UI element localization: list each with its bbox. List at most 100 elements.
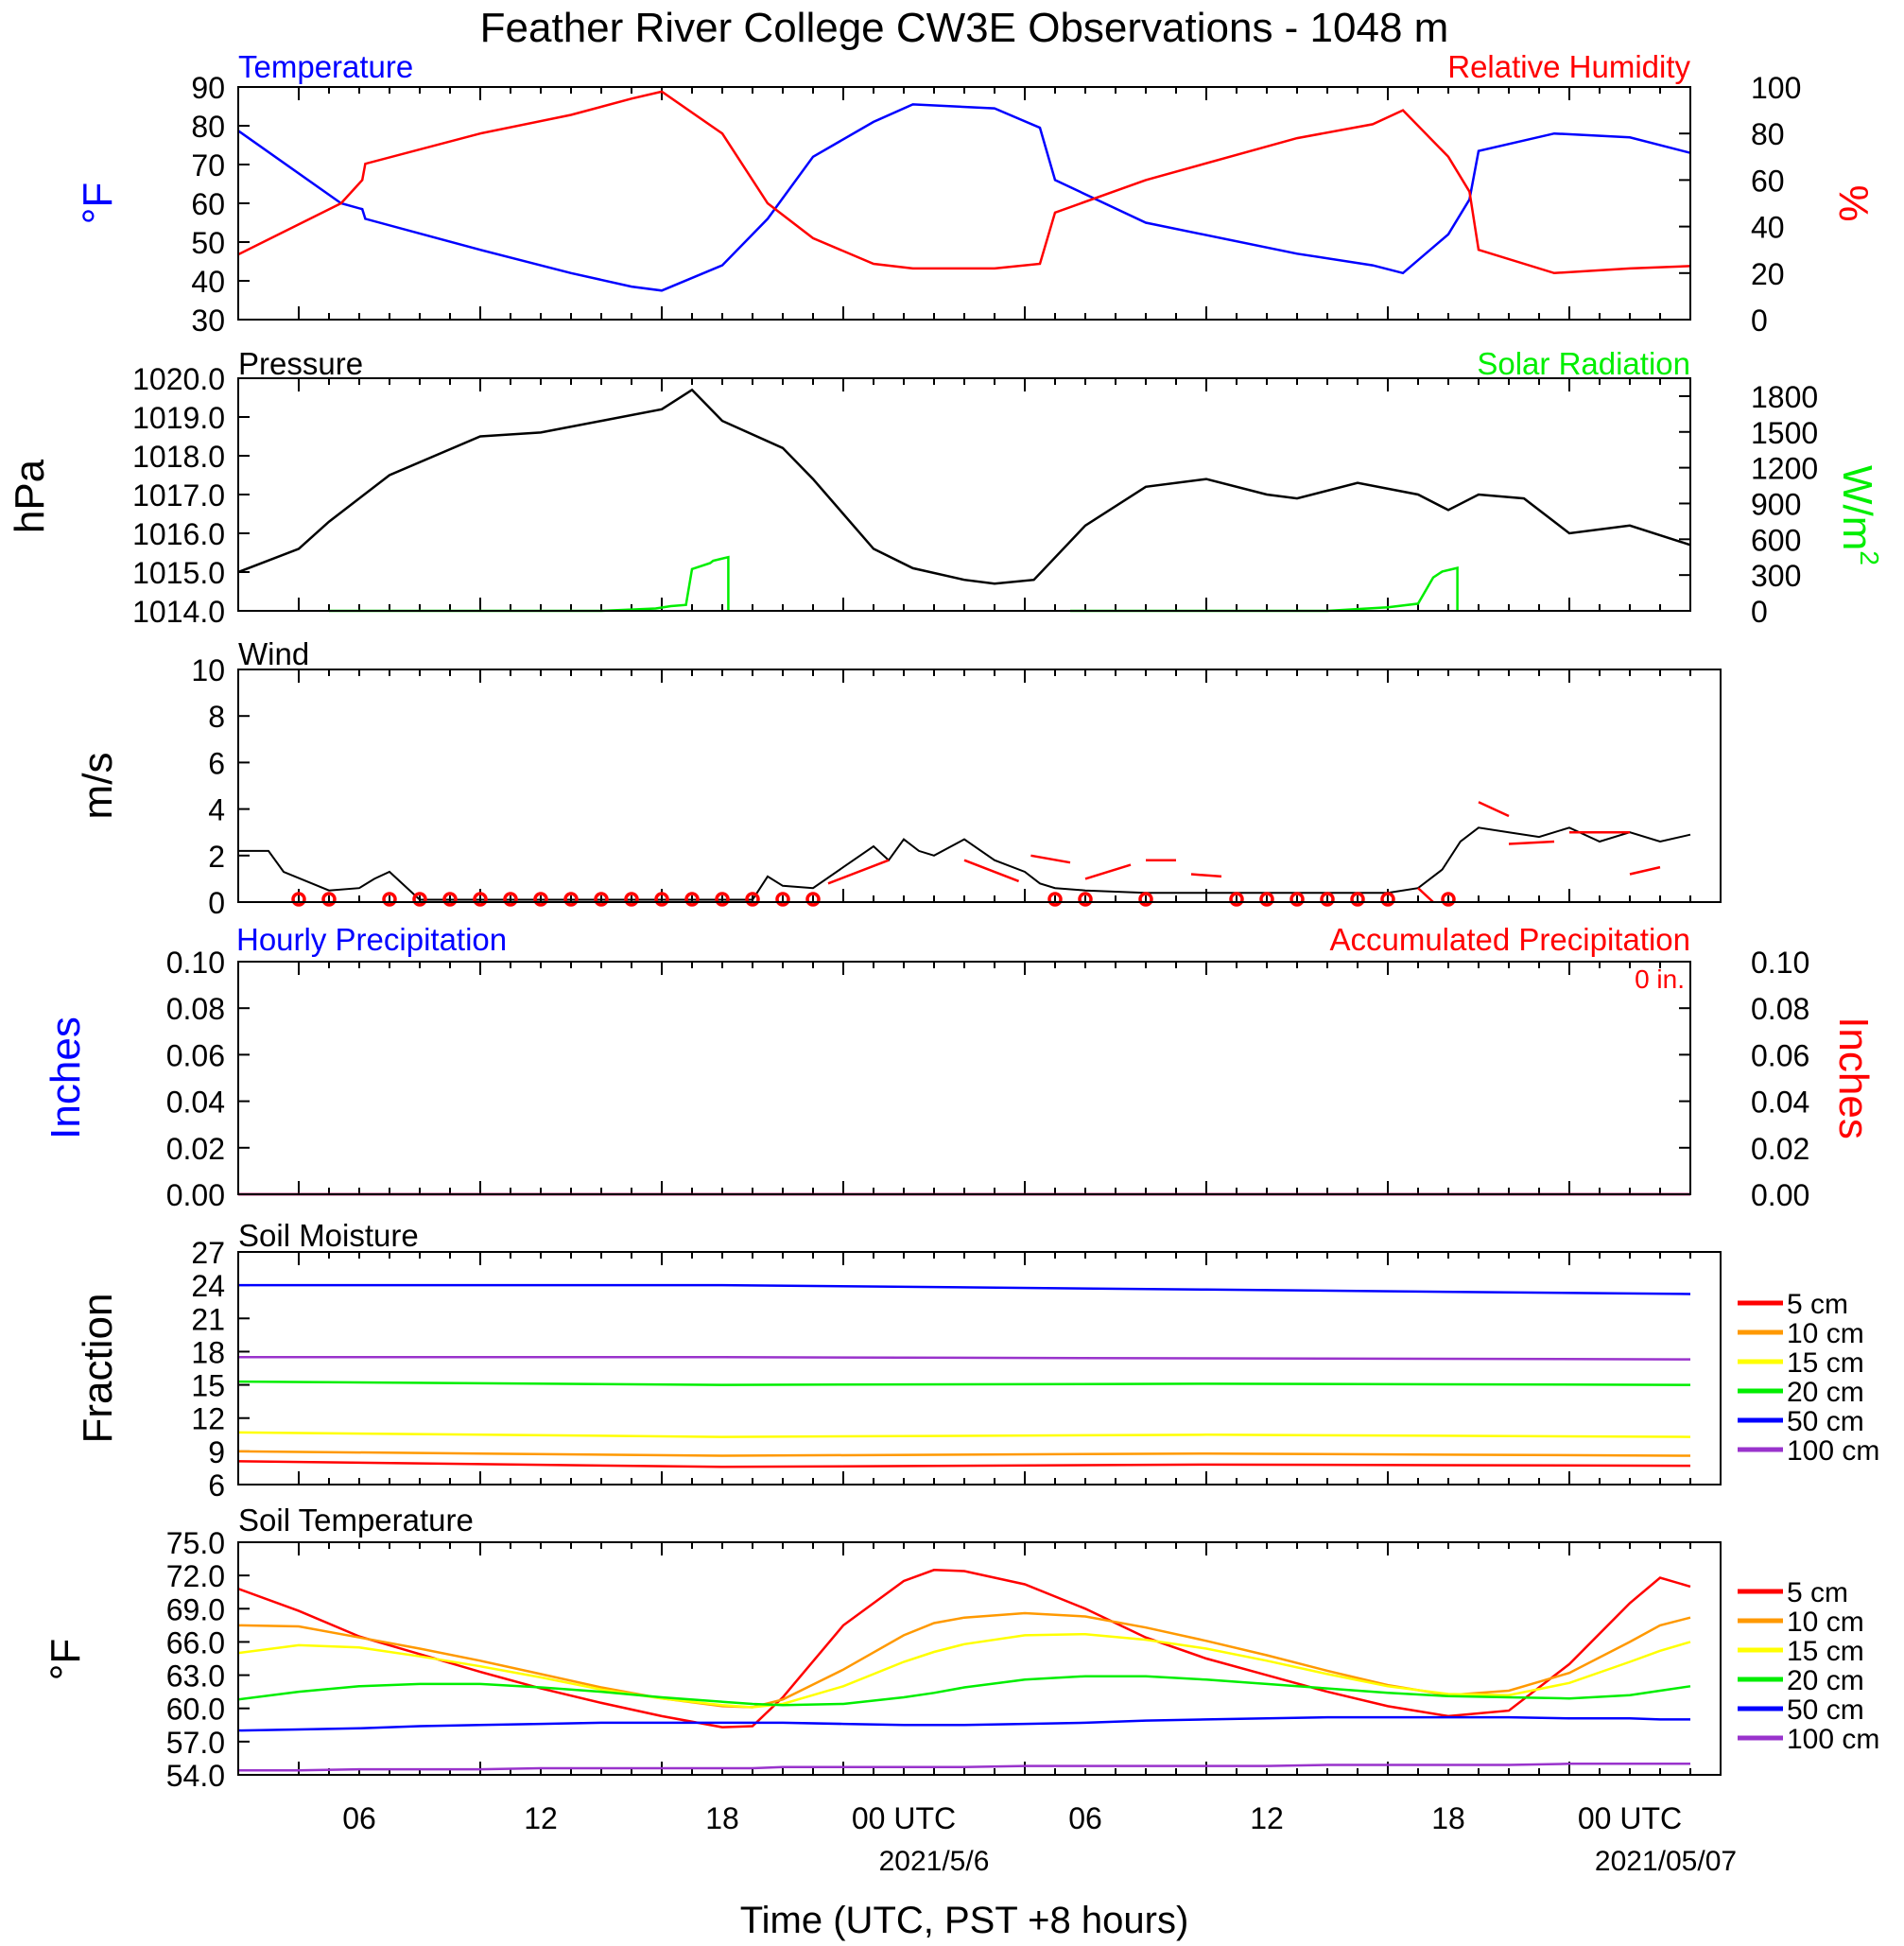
soil-temperature-line: [237, 1675, 1691, 1707]
panel3-x-ticks: [298, 669, 1691, 902]
soil-temperature-tick-label: 63.0: [166, 1659, 225, 1694]
wind-tick-label: 0: [208, 886, 225, 920]
panel1-x-ticks: [298, 87, 1691, 320]
panel4-title-right: Accumulated Precipitation: [1329, 922, 1690, 957]
soil-temperature-line: [237, 1611, 1691, 1709]
legend-label: 20 cm: [1787, 1377, 1864, 1408]
calm-marker: [412, 892, 427, 907]
wind-direction-segment: [1417, 887, 1434, 903]
panel-pressure-solar: Pressure Solar Radiation 1020.0 1019.0 101…: [7, 346, 1884, 629]
calm-marker: [563, 892, 579, 907]
calm-marker: [1229, 892, 1244, 907]
x-axis-title: Time (UTC, PST +8 hours): [740, 1900, 1189, 1941]
wind-direction-segment: [1084, 863, 1132, 880]
solar-tick-label: 0: [1751, 595, 1768, 629]
wind-direction-segment: [1030, 854, 1071, 864]
temperature-tick-label: 30: [191, 304, 225, 338]
legend-label: 50 cm: [1787, 1406, 1864, 1437]
soil-moisture-line: [238, 1283, 1691, 1295]
soil-moisture-tick-label: 15: [191, 1369, 225, 1403]
date-label-1: 2021/5/6: [879, 1846, 990, 1877]
soil-moisture-line: [237, 1450, 1691, 1457]
soil-temperature-line: [237, 1632, 1691, 1709]
panel-temperature-humidity: Temperature Relative Humidity 90 80 70 60 50…: [75, 49, 1877, 338]
wind-direction-segment: [1478, 801, 1510, 818]
precip-accum-tick-label: 0.04: [1751, 1086, 1809, 1120]
panel-soil-temperature: Soil Temperature 75.072.069.066.063.060.…: [43, 1503, 1879, 1793]
time-tick-label: 00 UTC: [1578, 1801, 1682, 1835]
panel1-title-left: Temperature: [238, 49, 413, 84]
panel6-title-left: Soil Temperature: [238, 1503, 474, 1538]
legend-label: 15 cm: [1787, 1347, 1864, 1379]
panel1-title-right: Relative Humidity: [1447, 49, 1690, 84]
soil-temperature-line: [237, 1715, 1690, 1732]
soil-moisture-line: [237, 1460, 1691, 1468]
calm-marker: [1350, 892, 1365, 907]
panel5-frame: [237, 1251, 1722, 1486]
time-tick-label: 12: [1250, 1801, 1284, 1835]
wind-tick-label: 10: [191, 653, 225, 687]
panel6-x-ticks: [298, 1542, 1691, 1775]
panel4-frame: [237, 961, 1691, 1195]
calm-marker: [1047, 892, 1063, 907]
solar-unit-label: W/m2: [1834, 465, 1884, 565]
calm-marker: [1290, 892, 1305, 907]
soil-temperature-tick-label: 75.0: [166, 1526, 225, 1560]
panel3-left-ticks: 10 8 6 4 2 0: [191, 653, 250, 920]
pressure-tick-label: 1020.0: [132, 362, 225, 396]
time-tick-label: 06: [1068, 1801, 1102, 1835]
solar-tick-label: 300: [1751, 559, 1801, 593]
pressure-tick-label: 1015.0: [132, 556, 225, 590]
panel1-frame: [237, 86, 1691, 321]
soil-temperature-tick-label: 69.0: [166, 1592, 225, 1626]
panel4-title-left: Hourly Precipitation: [236, 922, 507, 957]
solar-tick-label: 1800: [1751, 380, 1818, 414]
wind-direction-segment: [827, 859, 890, 885]
pressure-tick-label: 1016.0: [132, 517, 225, 551]
humidity-tick-label: 0: [1751, 304, 1768, 338]
panel2-frame: [237, 377, 1691, 612]
time-tick-label: 00 UTC: [852, 1801, 956, 1835]
soil-temperature-tick-label: 57.0: [166, 1726, 225, 1760]
legend-label: 100 cm: [1787, 1435, 1879, 1467]
panel2-title-right: Solar Radiation: [1477, 346, 1690, 381]
pressure-tick-label: 1018.0: [132, 440, 225, 474]
calm-marker: [1320, 892, 1335, 907]
humidity-tick-label: 100: [1751, 71, 1801, 105]
calm-marker: [594, 892, 609, 907]
calm-wind-markers: [291, 892, 1456, 907]
calm-marker: [624, 892, 639, 907]
calm-marker: [473, 892, 488, 907]
wind-direction-segment: [1508, 840, 1555, 845]
precip-hourly-tick-label: 0.02: [166, 1132, 225, 1166]
solar-tick-label: 1200: [1751, 452, 1818, 486]
soil-moisture-line: [238, 1356, 1691, 1361]
precip-accum-tick-label: 0.10: [1751, 946, 1809, 980]
panel1-ylabel-left: °F: [75, 182, 121, 224]
wind-direction-segment: [963, 859, 1020, 883]
panel4-ylabel-left: Inches: [43, 1016, 89, 1139]
temperature-tick-label: 50: [191, 226, 225, 260]
precip-accum-tick-label: 0.00: [1751, 1178, 1809, 1212]
legend-label: 20 cm: [1787, 1665, 1864, 1696]
panel-precipitation: Hourly Precipitation Accumulated Precipi…: [43, 922, 1877, 1212]
time-tick-label: 18: [1431, 1801, 1465, 1835]
calm-marker: [1138, 892, 1153, 907]
panel2-left-ticks: 1020.0 1019.0 1018.0 1017.0 1016.0 1015.0 1014…: [132, 362, 250, 629]
temperature-tick-label: 70: [191, 148, 225, 182]
precip-hourly-tick-label: 0.10: [166, 946, 225, 980]
panel4-right-ticks: 0.10 0.08 0.06 0.04 0.02 0.00: [1679, 946, 1809, 1212]
panel1-ylabel-right: %: [1830, 184, 1877, 221]
time-tick-label: 06: [342, 1801, 376, 1835]
calm-marker: [321, 892, 337, 907]
precip-hourly-tick-label: 0.00: [166, 1178, 225, 1212]
pressure-tick-label: 1017.0: [132, 478, 225, 513]
calm-marker: [745, 892, 760, 907]
precip-hourly-tick-label: 0.04: [166, 1086, 225, 1120]
soil-moisture-tick-label: 21: [191, 1302, 225, 1336]
panel3-ylabel-left: m/s: [75, 753, 121, 820]
panel5-title-left: Soil Moisture: [238, 1218, 419, 1253]
